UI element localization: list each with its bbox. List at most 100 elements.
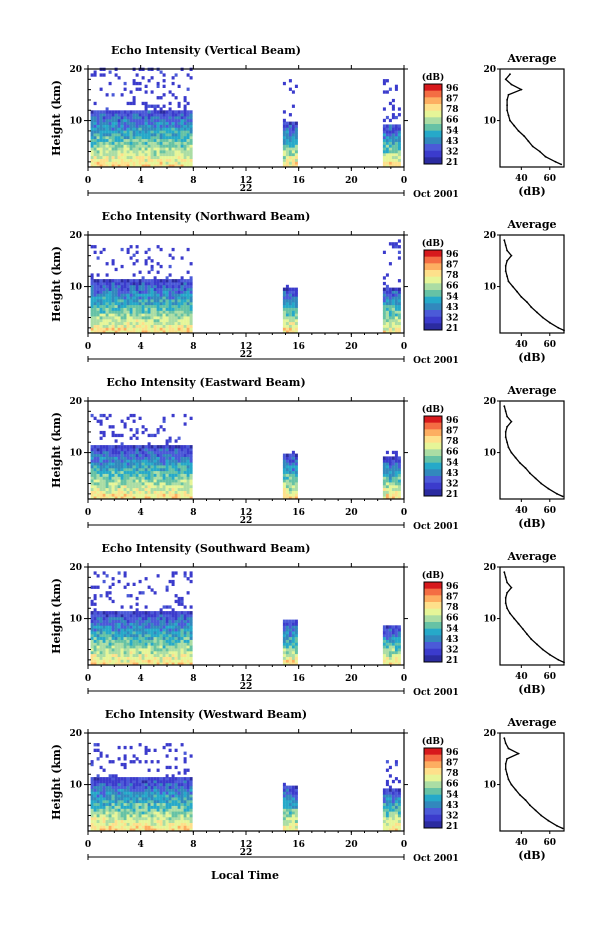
panel-3: Echo Intensity (Southward Beam)2010Heigh…: [50, 542, 565, 698]
colorbar-tick-label: 54: [446, 292, 459, 302]
colorbar-swatch: [424, 84, 442, 91]
profile-point: [526, 633, 528, 635]
profile-xlabel: (dB): [518, 683, 545, 696]
profile-point: [526, 301, 528, 303]
data-block-1: [283, 285, 298, 334]
height-tick-label: 20: [69, 563, 82, 573]
colorbar-swatch: [424, 283, 442, 290]
profile-point: [505, 768, 507, 770]
profile-point: [536, 312, 538, 314]
time-tick-label: 20: [345, 176, 358, 186]
profile-point: [506, 592, 508, 594]
colorbar-swatch: [424, 303, 442, 310]
colorbar-tick-label: 66: [446, 282, 459, 292]
profile-line: [504, 572, 564, 662]
colorbar-swatch: [424, 97, 442, 104]
data-block-2: [383, 625, 401, 665]
profile-point: [523, 135, 525, 137]
colorbar-swatch: [424, 655, 442, 662]
profile-height-tick: 20: [483, 231, 496, 241]
colorbar-tick-label: 96: [446, 582, 459, 592]
height-ylabel: Height (km): [50, 246, 63, 322]
colorbar-swatch: [424, 768, 442, 775]
profile-point: [506, 582, 508, 584]
profile-point: [506, 104, 508, 106]
time-tick-label: 8: [190, 508, 196, 518]
profile-point: [525, 467, 527, 469]
profile-point: [506, 99, 508, 101]
profile-point: [513, 125, 515, 127]
colorbar-tick-label: 78: [446, 105, 459, 115]
profile-point: [528, 140, 530, 142]
time-tick-label: 20: [345, 674, 358, 684]
colorbar-swatch: [424, 263, 442, 270]
profile-point: [508, 748, 510, 750]
colorbar-swatch: [424, 124, 442, 131]
profile-title: Average: [506, 52, 556, 65]
panel-title: Echo Intensity (Vertical Beam): [111, 44, 301, 57]
data-block-2: [383, 451, 401, 500]
profile-point: [542, 317, 544, 319]
colorbar-swatch: [424, 582, 442, 589]
profile-point: [549, 322, 551, 324]
data-block-2: [383, 79, 401, 167]
panel-title: Echo Intensity (Westward Beam): [105, 708, 307, 721]
profile-point: [506, 275, 508, 277]
colorbar-tick-label: 32: [446, 479, 459, 489]
data-block-0: [91, 245, 193, 333]
profile-point: [505, 265, 507, 267]
profile-line: [504, 240, 564, 330]
colorbar-tick-label: 96: [446, 416, 459, 426]
profile-point: [539, 151, 541, 153]
colorbar-label: (dB): [422, 72, 444, 83]
colorbar-label: (dB): [422, 570, 444, 581]
colorbar-swatch: [424, 469, 442, 476]
colorbar-tick-label: 32: [446, 313, 459, 323]
profile-point: [562, 496, 564, 498]
profile-line: [504, 406, 562, 496]
time-tick-label: 4: [138, 840, 144, 850]
colorbar-tick-label: 21: [446, 656, 459, 666]
height-ylabel: Height (km): [50, 744, 63, 820]
colorbar-swatch: [424, 815, 442, 822]
time-tick-label: 4: [138, 176, 144, 186]
profile-point: [529, 804, 531, 806]
colorbar-swatch: [424, 131, 442, 138]
colorbar-swatch: [424, 257, 442, 264]
time-tick-label: 0: [85, 508, 91, 518]
profile-point: [503, 571, 505, 573]
colorbar-swatch: [424, 456, 442, 463]
profile-height-tick: 20: [483, 65, 496, 75]
colorbar-swatch: [424, 111, 442, 118]
colorbar-swatch: [424, 449, 442, 456]
profile-point: [530, 638, 532, 640]
profile-db-tick: 60: [544, 174, 557, 184]
panel-title: Echo Intensity (Northward Beam): [102, 210, 311, 223]
profile-point: [505, 742, 507, 744]
colorbar-label: (dB): [422, 238, 444, 249]
profile-point: [556, 493, 558, 495]
profile-title: Average: [506, 550, 556, 563]
colorbar-tick-label: 96: [446, 84, 459, 94]
profile-point: [518, 130, 520, 132]
profile-point: [506, 426, 508, 428]
local-time-xlabel: Local Time: [211, 869, 279, 882]
date-label: Oct 2001: [413, 854, 459, 864]
colorbar-tick-label: 78: [446, 769, 459, 779]
colorbar-swatch: [424, 476, 442, 483]
profile-db-tick: 60: [544, 838, 557, 848]
colorbar-swatch: [424, 821, 442, 828]
data-block-1: [283, 451, 298, 500]
profile-point: [548, 488, 550, 490]
profile-point: [520, 89, 522, 91]
colorbar-tick-label: 66: [446, 116, 459, 126]
time-tick-label: 0: [401, 674, 407, 684]
profile-db-tick: 60: [544, 506, 557, 516]
data-block-1: [283, 620, 298, 666]
time-tick-label: 8: [190, 176, 196, 186]
colorbar-swatch: [424, 589, 442, 596]
